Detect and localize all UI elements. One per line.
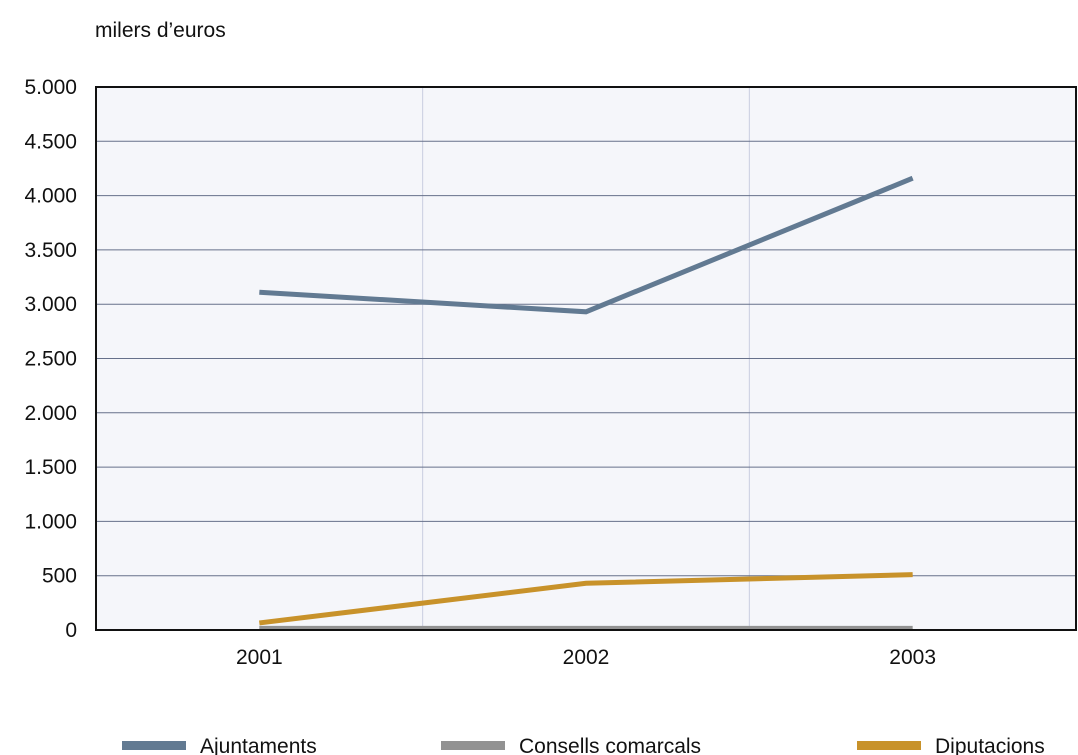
y-tick-label: 5.000	[24, 76, 77, 99]
y-tick-label: 1.500	[24, 456, 77, 479]
plot-area: 0 500 1.000 1.500 2.000 2.500 3.000 3.500 4.000 4…	[24, 76, 1077, 669]
x-tick-label: 2003	[889, 646, 936, 669]
legend-label: Diputacions	[935, 735, 1045, 755]
y-tick-label: 2.000	[24, 402, 77, 425]
legend-swatch	[122, 741, 186, 750]
unit-label: milers d’euros	[95, 19, 226, 42]
y-tick-label: 500	[42, 565, 77, 588]
legend-label: Consells comarcals	[519, 735, 701, 755]
x-tick-label: 2002	[563, 646, 610, 669]
y-tick-label: 3.000	[24, 293, 77, 316]
y-tick-label: 4.000	[24, 185, 77, 208]
legend-label: Ajuntaments	[200, 735, 317, 755]
legend-swatch	[441, 741, 505, 750]
y-tick-label: 4.500	[24, 130, 77, 153]
legend: Ajuntaments Consells comarcals Diputacions	[122, 735, 1045, 755]
legend-swatch	[857, 741, 921, 750]
y-tick-label: 3.500	[24, 239, 77, 262]
y-tick-label: 0	[65, 619, 77, 642]
y-tick-label: 2.500	[24, 348, 77, 371]
plot-border	[95, 86, 1077, 631]
y-tick-label: 1.000	[24, 510, 77, 533]
x-tick-label: 2001	[236, 646, 283, 669]
